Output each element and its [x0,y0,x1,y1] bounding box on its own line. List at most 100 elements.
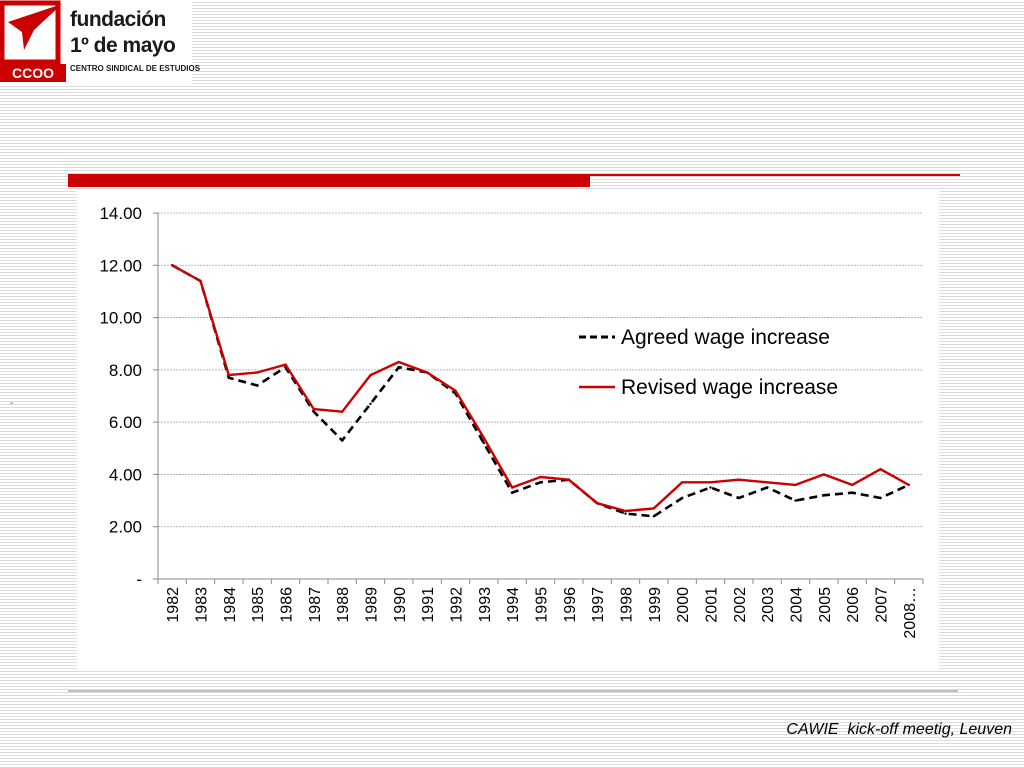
x-tick-label: 2008… [902,587,919,639]
x-tick-label: 2004 [789,587,806,623]
x-tick-label: 1989 [364,587,381,623]
x-tick-label: 1987 [307,587,324,623]
data-point [539,481,542,484]
logo-word-fundacion: fundación [70,8,166,31]
data-point [312,407,316,411]
x-tick-label: 2005 [817,587,834,623]
y-tick-label: 4.00 [109,465,142,484]
data-point [680,481,684,484]
y-tick-label: 6.00 [109,413,142,432]
data-point [652,507,656,510]
data-point [340,439,344,442]
data-point [567,478,571,481]
data-point [255,384,259,387]
x-tick-label: 2001 [704,587,721,623]
data-point [227,373,231,377]
data-point [737,478,741,481]
data-point [765,481,769,484]
data-point [510,491,514,494]
x-tick-label: 1982 [165,587,182,623]
y-tick-label: - [136,570,142,589]
chart-area: - 2.00 4.00 6.00 8.00 10.00 12.00 14.00 1982 1983… [77,190,939,670]
data-point [850,491,854,494]
logo-emblem-icon: CCOO [0,0,66,82]
data-point [369,402,372,406]
data-point [907,483,911,487]
x-tick-label: 1985 [250,587,267,623]
logo-word-de-mayo: 1º de mayo [70,34,176,57]
data-point [397,360,401,364]
data-point [652,515,656,518]
data-point [624,512,627,515]
x-tick-label: 1983 [194,587,211,623]
x-tick-label: 1991 [420,587,437,623]
y-tick-label: 10.00 [99,309,142,328]
x-tick-label: 2003 [760,587,777,623]
y-tick-label: 14.00 [99,204,142,223]
x-tick-label: 1986 [279,587,296,623]
logo-subtitle: CENTRO SINDICAL DE ESTUDIOS [70,64,201,73]
data-point [482,436,486,440]
series-layer [170,264,911,518]
x-tick-label: 1984 [222,587,239,623]
axis-layer: - 2.00 4.00 6.00 8.00 10.00 12.00 14.00 1982 1983… [99,204,924,639]
data-point [510,486,514,489]
logo-badge-text: CCOO [12,65,54,81]
legend: Agreed wage increase Revised wage increas… [579,326,838,399]
data-point [822,494,826,497]
footer-divider [68,690,958,692]
legend-label: Agreed wage increase [621,326,830,349]
x-tick-label: 1996 [562,587,579,623]
data-point [595,501,599,505]
data-point [709,481,712,484]
data-point [794,499,797,502]
data-point [227,376,231,379]
y-tick-label: 12.00 [99,256,142,275]
data-point [765,486,769,489]
data-point [340,410,344,413]
data-point [199,279,202,283]
title-bar-thick [68,174,590,187]
x-tick-label: 1988 [335,587,352,623]
line-chart: - 2.00 4.00 6.00 8.00 10.00 12.00 14.00 1982 1983… [99,204,924,639]
data-point [680,496,684,500]
x-tick-label: 1997 [590,587,607,623]
data-point [879,496,882,500]
title-bar-thin [590,174,960,176]
x-tick-label: 2006 [845,587,862,623]
side-mark: - [10,398,14,409]
data-point [397,366,401,369]
x-tick-label: 2007 [874,587,891,623]
y-tick-label: 2.00 [109,518,142,537]
x-tick-label: 1998 [619,587,636,623]
data-point [822,473,826,476]
data-point [879,468,882,471]
x-tick-label: 1993 [477,587,494,623]
x-tick-label: 1995 [534,587,551,623]
x-tick-label: 2000 [675,587,692,623]
data-point [709,486,712,489]
data-point [737,496,741,500]
data-point [539,475,542,479]
x-tick-label: 1994 [505,587,522,623]
x-tick-label: 2002 [732,587,749,623]
data-point [369,373,372,377]
data-point [794,483,797,487]
data-point [454,389,457,392]
data-point [624,509,627,513]
data-point [482,441,486,445]
x-tick-label: 1990 [392,587,409,623]
data-point [312,410,316,413]
grid-layer [158,212,923,528]
x-tick-label: 1992 [449,587,466,623]
x-tick-label: 1999 [647,587,664,623]
data-point [255,371,259,374]
data-point [850,483,854,487]
y-tick-label: 8.00 [109,361,142,380]
footer-caption: CAWIE kick-off meetig, Leuven [786,721,1012,738]
data-point [284,363,287,366]
data-point [170,264,174,267]
fundacion-logo: CCOO fundación 1º de mayo CENTRO SINDICA… [0,0,200,84]
legend-label: Revised wage increase [621,376,838,399]
data-point [425,371,429,374]
